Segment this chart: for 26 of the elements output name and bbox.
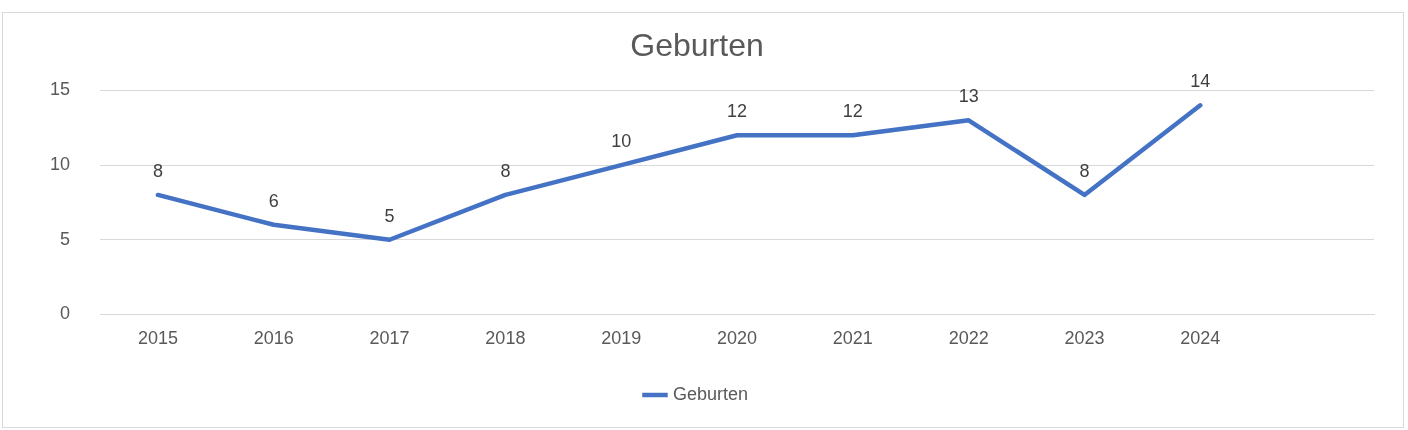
data-label: 12 xyxy=(842,101,863,122)
data-label: 13 xyxy=(958,86,979,107)
x-tick-label: 2020 xyxy=(716,328,758,349)
x-tick-label: 2017 xyxy=(369,328,410,349)
x-tick-label: 2022 xyxy=(948,328,989,349)
x-tick-label: 2015 xyxy=(137,328,178,349)
x-tick-label: 2023 xyxy=(1064,328,1105,349)
x-tick-label: 2016 xyxy=(253,328,294,349)
y-tick-label: 15 xyxy=(49,79,71,100)
x-tick-label: 2021 xyxy=(832,328,873,349)
x-tick-label: 2024 xyxy=(1180,328,1221,349)
x-tick-label: 2018 xyxy=(485,328,526,349)
data-label: 12 xyxy=(727,101,748,122)
chart-title: Geburten xyxy=(630,27,764,64)
data-label: 6 xyxy=(268,190,279,211)
data-label: 5 xyxy=(384,205,395,226)
legend-label: Geburten xyxy=(672,383,749,404)
y-tick-label: 0 xyxy=(60,303,71,324)
data-label: 8 xyxy=(500,160,511,181)
y-tick-label: 10 xyxy=(49,154,71,175)
data-label: 8 xyxy=(152,160,163,181)
x-tick-label: 2019 xyxy=(601,328,642,349)
data-label: 10 xyxy=(611,131,632,152)
data-label: 8 xyxy=(1079,160,1090,181)
y-tick-label: 5 xyxy=(60,228,71,249)
data-label: 14 xyxy=(1190,71,1211,92)
